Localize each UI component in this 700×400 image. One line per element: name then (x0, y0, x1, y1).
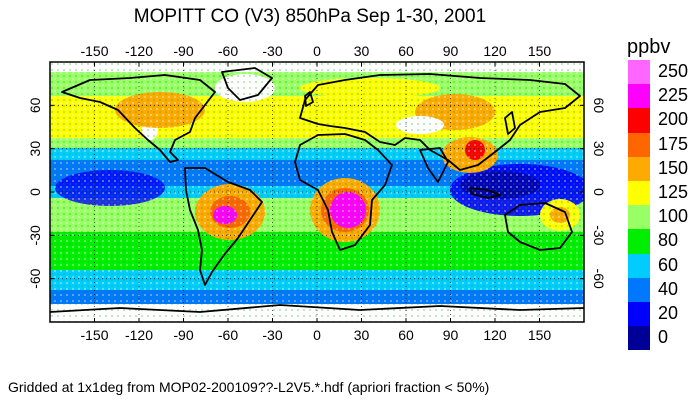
legend-label: 0 (658, 327, 669, 348)
lon-tick-label-top: -60 (218, 43, 238, 59)
legend-swatch (628, 253, 650, 278)
legend-row: 150 (628, 156, 698, 181)
lat-tick-label-left: -30 (27, 225, 43, 245)
legend-swatch (628, 180, 650, 206)
latitude-axis-left: 60 30 0 -30 -60 (27, 97, 54, 289)
legend-swatch (628, 84, 650, 109)
footer-note: Gridded at 1x1deg from MOP02-200109??-L2… (8, 379, 490, 395)
lon-tick-label-bottom: 0 (313, 327, 321, 343)
lat-tick-label-right: 30 (591, 141, 607, 157)
legend-label: 100 (658, 206, 689, 227)
legend-row: 40 (628, 277, 698, 302)
lon-tick-label-top: 90 (443, 43, 459, 59)
lon-tick-label-bottom: -30 (262, 327, 282, 343)
legend-swatch (628, 132, 650, 157)
legend-row: 100 (628, 205, 698, 230)
legend-label: 60 (658, 254, 679, 275)
legend-swatch (628, 277, 650, 302)
legend-row: 125 (628, 180, 698, 206)
lat-tick-label-left: 30 (27, 141, 43, 157)
legend-label: 80 (658, 230, 679, 251)
lon-tick-label-bottom: -60 (218, 327, 238, 343)
legend-swatch (628, 205, 650, 230)
legend-label: 125 (658, 181, 689, 202)
longitude-axis-bottom: -150 -120 -90 -60 -30 0 30 60 90 120 150 (80, 318, 551, 343)
map-title: MOPITT CO (V3) 850hPa Sep 1-30, 2001 (133, 6, 487, 27)
legend-label: 20 (658, 302, 679, 323)
lat-tick-label-right: -30 (591, 225, 607, 245)
legend-row: 225 (628, 84, 698, 109)
legend-row: 20 (628, 301, 698, 327)
lat-tick-label-left: 0 (27, 188, 43, 196)
lon-tick-label-top: -90 (173, 43, 193, 59)
color-legend: 250 225 200 175 150 125 100 80 60 40 20 0 (628, 60, 698, 351)
legend-label: 175 (658, 133, 689, 154)
legend-swatch (628, 301, 650, 327)
lon-tick-label-top: -150 (80, 43, 108, 59)
legend-swatch (628, 60, 650, 85)
lon-tick-label-top: -120 (125, 43, 153, 59)
lat-tick-label-right: -60 (591, 269, 607, 289)
longitude-axis-top: -150 -120 -90 -60 -30 0 30 60 90 120 150 (80, 43, 551, 66)
legend-swatch (628, 156, 650, 181)
legend-label: 225 (658, 85, 689, 106)
lon-tick-label-bottom: 30 (354, 327, 370, 343)
legend-label: 150 (658, 157, 689, 178)
legend-swatch (628, 108, 650, 133)
legend-unit: ppbv (627, 36, 671, 58)
legend-row: 250 (628, 60, 698, 85)
lon-tick-label-bottom: 120 (483, 327, 507, 343)
legend-swatch (628, 229, 650, 254)
lon-tick-label-top: 120 (483, 43, 507, 59)
legend-row: 60 (628, 253, 698, 278)
lon-tick-label-bottom: -150 (80, 327, 108, 343)
legend-row: 200 (628, 108, 698, 133)
lon-tick-label-bottom: 150 (528, 327, 552, 343)
legend-label: 200 (658, 109, 689, 130)
legend-row: 0 (628, 326, 698, 351)
legend-row: 80 (628, 229, 698, 254)
lat-tick-label-right: 60 (591, 98, 607, 114)
legend-swatch (628, 326, 650, 351)
lon-tick-label-bottom: 60 (398, 327, 414, 343)
lon-tick-label-bottom: -90 (173, 327, 193, 343)
lon-tick-label-top: 150 (528, 43, 552, 59)
legend-label: 250 (658, 61, 689, 81)
lon-tick-label-bottom: 90 (443, 327, 459, 343)
legend-row: 175 (628, 132, 698, 157)
lat-tick-label-left: -60 (27, 268, 43, 288)
gridlines (50, 62, 584, 322)
lon-tick-label-top: 0 (313, 43, 321, 59)
lat-tick-label-right: 0 (591, 188, 607, 196)
lon-tick-label-top: 60 (398, 43, 414, 59)
lat-tick-label-left: 60 (27, 97, 43, 113)
lon-tick-label-top: -30 (262, 43, 282, 59)
lon-tick-label-bottom: -120 (125, 327, 153, 343)
latitude-axis-right: 60 30 0 -30 -60 (580, 98, 607, 289)
legend-label: 40 (658, 278, 679, 299)
lon-tick-label-top: 30 (354, 43, 370, 59)
